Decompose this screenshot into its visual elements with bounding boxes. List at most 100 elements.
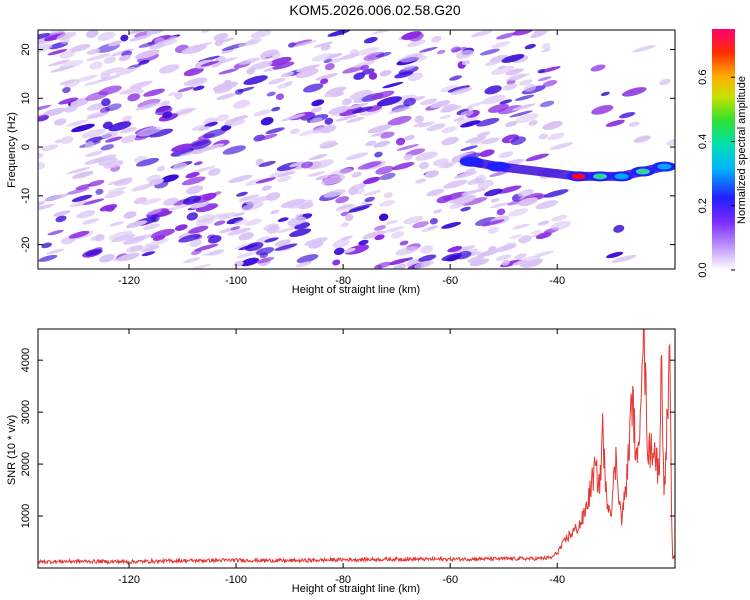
heatmap-cell <box>115 66 138 76</box>
heatmap-cell <box>505 68 524 76</box>
heatmap-cell <box>475 217 498 226</box>
heatmap-cell <box>84 141 95 149</box>
heatmap-cell <box>45 248 65 255</box>
heatmap-cell <box>266 225 280 234</box>
heatmap-cell <box>591 104 614 115</box>
heatmap-cell <box>374 234 385 241</box>
heatmap-cell <box>59 59 84 69</box>
heatmap-cell <box>308 153 328 161</box>
heatmap-cell <box>528 120 538 126</box>
heatmap-cell <box>413 122 426 128</box>
page-title: KOM5.2026.006.02.58.G20 <box>289 2 461 18</box>
heatmap-cell <box>100 144 115 151</box>
heatmap-cell <box>600 91 610 96</box>
heatmap-x-ticks: -120 -100 -80 -60 -40 <box>118 30 565 287</box>
heatmap-cell <box>236 251 258 259</box>
heatmap-cell <box>38 32 51 41</box>
heatmap-cell <box>150 228 175 239</box>
feature-core <box>635 168 650 175</box>
heatmap-cell <box>352 106 373 114</box>
heatmap-cell <box>376 51 392 58</box>
heatmap-cell <box>234 260 244 267</box>
heatmap-cell <box>150 214 160 223</box>
heatmap-cell <box>452 194 476 205</box>
heatmap-cell <box>181 176 206 186</box>
heatmap-cell <box>143 223 161 230</box>
heatmap-cell <box>152 235 166 241</box>
heatmap-cell <box>455 250 472 260</box>
heatmap-cell <box>312 126 330 134</box>
heatmap-cell <box>462 197 488 206</box>
heatmap-cell <box>400 52 424 63</box>
heatmap-cell <box>534 30 548 36</box>
heatmap-cell <box>274 243 298 251</box>
heatmap-cell <box>373 140 391 148</box>
feature-core <box>614 173 629 180</box>
heatmap-cell <box>185 185 204 195</box>
heatmap-cell <box>333 247 345 256</box>
heatmap-cell <box>324 63 335 71</box>
heatmap-cell <box>76 74 98 82</box>
heatmap-cell <box>514 94 535 101</box>
heatmap-cell <box>291 39 313 47</box>
heatmap-cell <box>129 80 154 89</box>
heatmap-cell <box>490 202 509 209</box>
heatmap-cell <box>340 222 349 228</box>
heatmap-cell <box>452 245 476 253</box>
heatmap-cell <box>213 220 226 226</box>
heatmap-cell <box>213 33 229 41</box>
heatmap-cell <box>310 117 323 124</box>
heatmap-cell <box>332 259 341 266</box>
heatmap-cell <box>496 208 506 216</box>
heatmap-cell <box>289 161 305 168</box>
heatmap-cell <box>208 249 224 256</box>
heatmap-cell <box>75 184 92 190</box>
heatmap-cell <box>328 105 350 115</box>
heatmap-cell <box>403 97 416 107</box>
heatmap-cell <box>335 114 358 122</box>
heatmap-cell <box>276 176 292 183</box>
heatmap-cell <box>319 140 337 149</box>
heatmap-cell <box>518 197 539 207</box>
heatmap-cell <box>375 165 395 175</box>
heatmap-cell <box>470 139 487 146</box>
heatmap-cell <box>390 231 404 239</box>
heatmap-cell <box>510 136 526 145</box>
heatmap-cell <box>605 119 625 127</box>
heatmap-cell <box>42 107 66 117</box>
heatmap-cell <box>537 76 552 82</box>
heatmap-y-ticks: -20 -10 0 10 20 <box>20 43 675 253</box>
heatmap-cell <box>38 114 48 122</box>
heatmap-cell <box>320 175 346 185</box>
heatmap-cell <box>228 174 253 184</box>
heatmap-cell <box>179 149 201 157</box>
heatmap-cell <box>182 257 201 264</box>
heatmap-cell <box>606 251 624 259</box>
x-tick-label: -100 <box>225 275 247 287</box>
heatmap-cell <box>221 48 234 54</box>
heatmap-cell <box>141 251 156 257</box>
heatmap-cell <box>208 235 222 244</box>
y-tick-label: -20 <box>20 237 32 253</box>
heatmap-cell <box>168 92 177 97</box>
heatmap-cell <box>108 40 123 47</box>
heatmap-cell <box>125 220 148 229</box>
heatmap-cell <box>100 67 124 76</box>
heatmap-cell <box>264 237 279 243</box>
heatmap-cell <box>200 60 220 67</box>
heatmap-cell <box>394 71 414 79</box>
heatmap-cell <box>357 161 382 170</box>
heatmap-cell <box>116 252 140 262</box>
heatmap-cell <box>429 217 438 225</box>
heatmap-cell <box>212 81 239 92</box>
heatmap-cell <box>63 105 78 113</box>
heatmap-cell <box>191 124 208 131</box>
heatmap-cell <box>162 111 173 119</box>
heatmap-cell <box>327 30 351 37</box>
heatmap-cell <box>467 256 484 263</box>
heatmap-cell <box>447 246 463 253</box>
heatmap-cell <box>395 246 419 256</box>
heatmap-cell <box>314 163 323 168</box>
y-tick-label: 2000 <box>20 452 32 476</box>
